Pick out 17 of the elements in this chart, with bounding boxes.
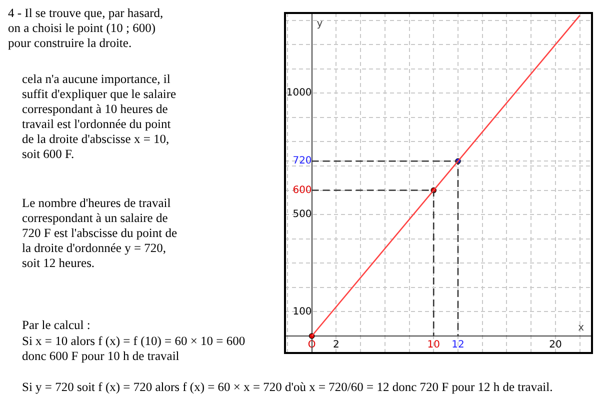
y-axis-title: y [316, 18, 323, 30]
text: 4 - Il se trouve que, par hasard, on a choisi le point (10 ; 600) pour construire la droite. [8, 6, 164, 51]
x-tick-label: 12 [452, 340, 464, 351]
text: Si y = 720 soit f (x) = 720 alors f (x) = 60 × x = 720 d'où x = 720/60 = 12 donc 720 F pour 12 h de travail. [22, 380, 554, 395]
y-tick-label: 100 [292, 306, 312, 318]
text: Par le calcul : [22, 318, 92, 333]
x-tick-label: 2 [332, 340, 340, 351]
x-tick-label: 20 [549, 340, 562, 351]
y-tick-label: 600 [292, 184, 312, 196]
y-tick-label: 500 [292, 209, 312, 220]
text: Le nombre d'heures de travail correspondant à un salaire de 720 F est l'abscisse du point de la droite d'ordonnée y = 720, soit 12 heures. [22, 196, 178, 271]
y-tick-label: 720 [292, 156, 312, 167]
x-axis-title: x [578, 322, 584, 334]
x-tick-label: 10 [427, 340, 440, 351]
text: cela n'a aucune importance, il suffit d'expliquer que le salaire correspondant à 10 heures de travail est l'ordonnée du point de la droite d'abscisse x = 10, soit 600 F. [22, 72, 178, 162]
y-tick-label: 1000 [286, 88, 312, 99]
text: Si x = 10 alors f (x) = f (10) = 60 × 10 = 600 donc 600 F pour 10 h de travail [22, 334, 246, 364]
